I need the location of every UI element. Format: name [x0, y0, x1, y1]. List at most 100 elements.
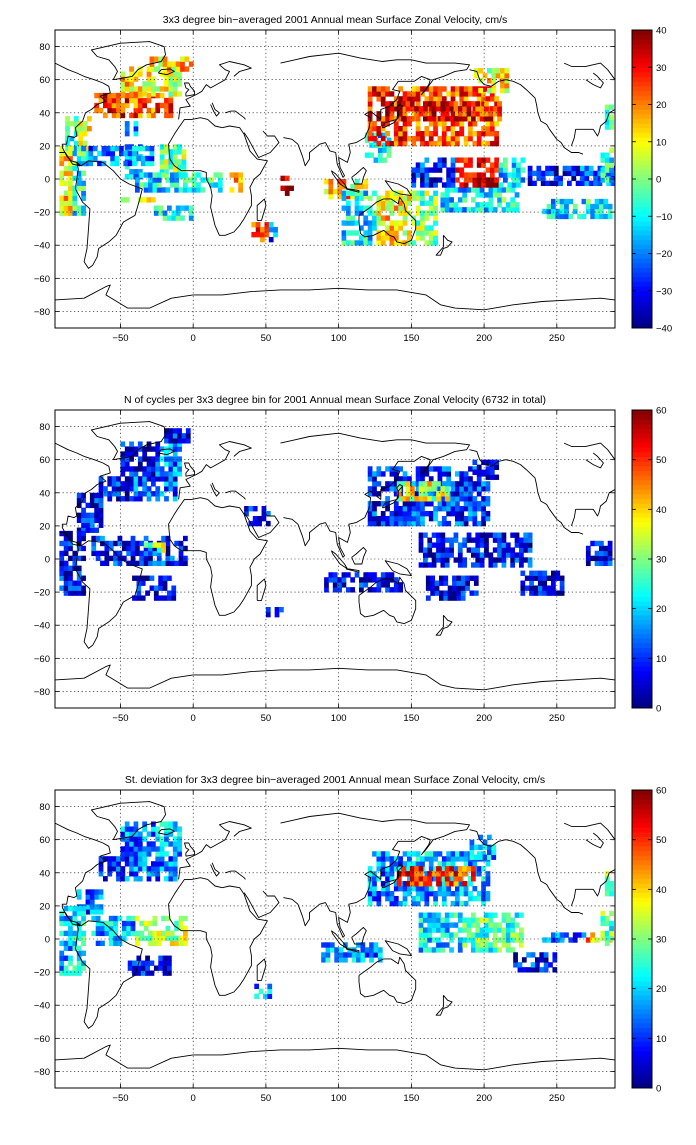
bin-cell [481, 506, 486, 512]
bin-cell [414, 871, 420, 877]
coastline [74, 540, 143, 649]
bin-cell [124, 876, 130, 882]
bin-cell [437, 96, 443, 102]
colorbar-swatch [632, 703, 652, 709]
bin-cell [428, 515, 434, 522]
bin-cell [491, 68, 497, 74]
bin-cell [168, 154, 174, 160]
bin-cell [116, 107, 121, 114]
bin-cell [76, 945, 82, 951]
bin-cell [551, 570, 556, 576]
bin-cell [140, 575, 146, 581]
colorbar-swatch [632, 484, 652, 490]
colorbar-swatch [632, 239, 652, 245]
bin-cell [594, 213, 600, 220]
colorbar-swatch [632, 966, 652, 973]
bin-cell [389, 230, 395, 236]
bin-cell [444, 496, 450, 502]
bin-cell [471, 547, 476, 553]
bin-cell [172, 846, 178, 852]
bin-cell [460, 585, 466, 591]
colorbar-swatch [632, 253, 652, 259]
bin-cell [609, 935, 614, 942]
bin-cell [453, 116, 459, 122]
bin-cell [142, 456, 148, 462]
bin-cell [430, 590, 436, 596]
bin-cell [439, 595, 444, 601]
bin-cell [476, 895, 482, 902]
bin-cell [476, 871, 482, 877]
bin-cell [510, 917, 516, 923]
bin-cell [489, 106, 495, 112]
bin-cell [78, 126, 84, 132]
bin-cell [564, 198, 569, 205]
bin-cell [537, 585, 543, 591]
bin-cell [126, 915, 132, 922]
bin-cell [107, 871, 113, 877]
bin-cell [385, 886, 390, 892]
bin-cell [63, 930, 69, 937]
bin-cell [76, 160, 82, 167]
bin-cell [418, 942, 424, 948]
bin-cell [133, 169, 139, 175]
bin-cell [72, 160, 78, 167]
bin-cell [137, 866, 143, 872]
bin-cell [321, 952, 326, 958]
bin-cell [72, 165, 78, 172]
bin-cell [423, 912, 428, 918]
bin-cell [177, 466, 182, 472]
bin-cell [146, 446, 152, 452]
bin-cell [407, 501, 412, 507]
bin-cell [542, 585, 548, 591]
bin-cell [481, 172, 486, 178]
bin-cell [95, 930, 101, 937]
bin-cell [376, 890, 382, 897]
bin-cell [172, 871, 178, 877]
bin-cell [501, 927, 507, 933]
bin-cell [424, 210, 430, 216]
bin-cell [405, 486, 411, 492]
bin-cell [427, 116, 433, 122]
bin-cell [172, 876, 178, 882]
bin-cell [497, 106, 502, 112]
bin-cell [479, 532, 485, 538]
bin-cell [393, 96, 399, 102]
bin-cell [143, 535, 149, 542]
bin-cell [151, 826, 156, 832]
bin-cell [510, 922, 516, 928]
bin-cell [341, 190, 347, 196]
bin-cell [81, 492, 86, 499]
bin-cell [132, 970, 137, 976]
bin-cell [475, 537, 481, 543]
bin-cell [117, 550, 123, 557]
bin-cell [489, 130, 495, 137]
bin-cell [450, 861, 456, 867]
bin-cell [463, 856, 469, 862]
bin-cell [393, 900, 399, 907]
bin-cell [359, 240, 364, 246]
colorbar-swatch [632, 169, 652, 175]
bin-cell [164, 481, 169, 487]
bin-cell [385, 230, 390, 236]
bin-cell [440, 542, 446, 548]
bin-cell [356, 957, 361, 963]
bin-cell [59, 160, 65, 167]
bin-cell [153, 965, 159, 971]
bin-cell [505, 912, 511, 918]
bin-cell [398, 140, 404, 147]
colorbar-swatch [632, 192, 652, 199]
bin-cell [424, 172, 430, 178]
bin-cell [606, 170, 612, 177]
bin-cell [159, 86, 165, 92]
bin-cell [151, 481, 156, 487]
bin-cell [95, 925, 101, 932]
bin-cell [376, 210, 382, 216]
bin-cell [481, 866, 486, 872]
bin-cell [485, 96, 491, 102]
bin-cell [427, 947, 433, 953]
coastline [210, 482, 220, 497]
bin-cell [103, 92, 108, 99]
bin-cell [407, 195, 412, 201]
bin-cell [367, 240, 373, 246]
bin-cell [343, 957, 348, 963]
